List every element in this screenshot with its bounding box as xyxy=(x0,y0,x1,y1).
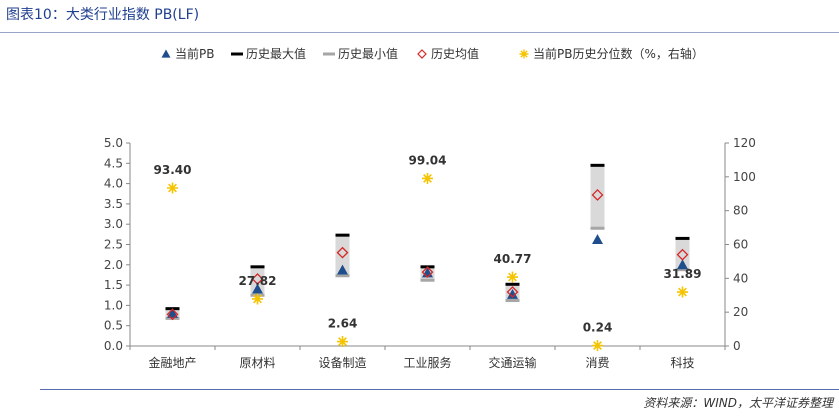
percentile-marker xyxy=(677,286,688,298)
pb-chart: 0.0 0.5 1.0 1.5 2.0 2.5 3.0 3.5 4.0 4.5 5.0 0 20 40 60… xyxy=(104,46,756,370)
current-pb-marker xyxy=(337,264,348,275)
y-tick-label: 3.5 xyxy=(104,197,123,211)
legend-label: 历史最大值 xyxy=(246,46,306,61)
hist-max-marker xyxy=(505,282,520,286)
y-tick-label: 2.0 xyxy=(104,258,123,272)
legend-percentile-icon xyxy=(519,49,529,59)
percentile-data-label: 99.04 xyxy=(409,153,447,167)
y-tick-label: 3.0 xyxy=(104,217,123,231)
legend-hist-mean-icon xyxy=(417,49,427,59)
hist-mean-marker xyxy=(506,286,519,298)
x-category-label: 原材料 xyxy=(239,356,275,370)
hist-mean-marker xyxy=(676,248,689,261)
hist-max-marker xyxy=(590,163,605,167)
legend-label: 当前PB xyxy=(175,46,214,61)
hist-min-marker xyxy=(335,274,350,278)
x-category-label: 科技 xyxy=(670,356,694,370)
current-pb-marker xyxy=(252,283,263,294)
current-pb-marker xyxy=(592,234,603,245)
percentile-data-label: 31.89 xyxy=(664,267,702,281)
percentile-marker xyxy=(592,340,603,352)
hist-max-marker xyxy=(675,236,690,240)
x-category-label: 工业服务 xyxy=(403,355,451,370)
footer-divider xyxy=(40,389,839,390)
percentile-data-label: 40.77 xyxy=(494,252,532,266)
hist-max-marker xyxy=(250,265,265,269)
y-tick-label: 0.0 xyxy=(104,339,123,353)
percentile-data-label: 2.64 xyxy=(328,317,358,331)
current-pb-marker xyxy=(167,308,178,318)
y2-tick-label: 100 xyxy=(733,170,756,184)
legend-label: 当前PB历史分位数（%，右轴） xyxy=(533,46,704,61)
y2-tick-label: 60 xyxy=(733,238,748,252)
percentile-marker xyxy=(252,293,263,305)
x-category-label: 金融地产 xyxy=(148,355,196,370)
legend-current-pb-icon xyxy=(161,49,171,58)
y2-tick-label: 20 xyxy=(733,305,748,319)
hist-mean-marker xyxy=(421,266,434,279)
range-bar xyxy=(675,238,690,270)
y-tick-label: 1.5 xyxy=(104,278,123,292)
percentile-data-label: 93.40 xyxy=(154,163,192,177)
percentile-marker xyxy=(167,182,178,194)
legend-label: 历史最小值 xyxy=(338,46,398,61)
x-category-label: 设备制造 xyxy=(318,356,366,370)
legend-hist-min-icon xyxy=(323,52,335,56)
percentile-marker xyxy=(507,271,518,283)
percentile-marker xyxy=(422,172,433,184)
current-pb-marker xyxy=(507,288,518,299)
range-bar xyxy=(250,266,265,296)
y-tick-label: 0.5 xyxy=(104,319,123,333)
y-tick-label: 2.5 xyxy=(104,238,123,252)
y-tick-label: 4.5 xyxy=(104,156,123,170)
y-tick-label: 1.0 xyxy=(104,298,123,312)
hist-min-marker xyxy=(420,278,435,282)
hist-mean-marker xyxy=(336,246,349,259)
legend-label: 历史均值 xyxy=(431,46,479,61)
legend-hist-max-icon xyxy=(231,52,243,56)
current-pb-marker xyxy=(677,259,688,270)
y2-tick-label: 120 xyxy=(733,136,756,150)
hist-mean-marker xyxy=(591,189,604,201)
y2-tick-label: 0 xyxy=(733,339,741,353)
range-bar xyxy=(335,235,350,276)
hist-max-marker xyxy=(335,233,350,237)
y2-tick-label: 80 xyxy=(733,204,748,218)
x-category-label: 交通运输 xyxy=(488,355,536,370)
hist-min-marker xyxy=(675,268,690,272)
y-tick-label: 5.0 xyxy=(104,136,123,150)
range-bar xyxy=(590,165,605,229)
x-category-label: 消费 xyxy=(585,356,609,370)
hist-min-marker xyxy=(165,316,180,320)
hist-min-marker xyxy=(505,299,520,303)
hist-mean-marker xyxy=(166,308,179,321)
title-divider xyxy=(0,32,839,33)
percentile-data-label: 0.24 xyxy=(583,321,613,335)
y2-tick-label: 40 xyxy=(733,271,748,285)
y-tick-label: 4.0 xyxy=(104,177,123,191)
hist-min-marker xyxy=(590,226,605,230)
source-note: 资料来源：WIND，太平洋证券整理 xyxy=(643,396,833,410)
page-title: 图表10：大类行业指数 PB(LF) xyxy=(6,7,200,23)
percentile-data-label: 27.82 xyxy=(239,274,277,288)
percentile-marker xyxy=(337,336,348,348)
hist-mean-marker xyxy=(251,273,264,285)
